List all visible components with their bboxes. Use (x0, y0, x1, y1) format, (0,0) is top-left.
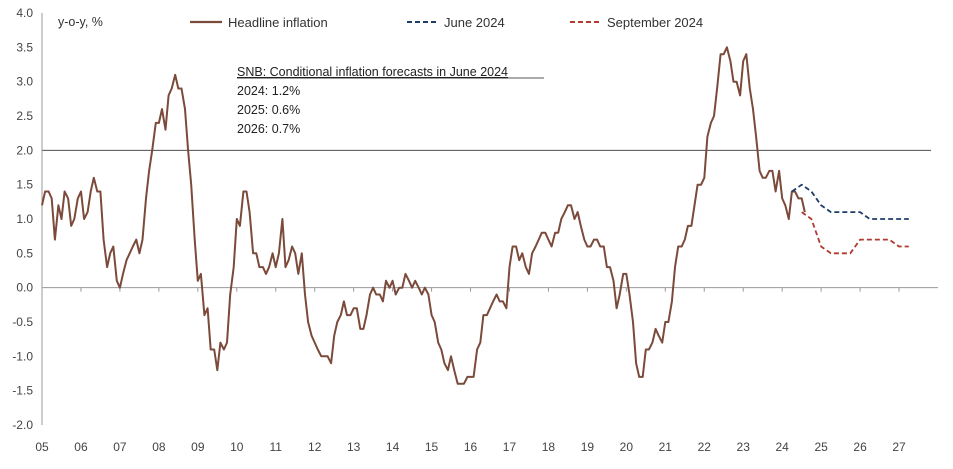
x-tick-label: 12 (308, 440, 322, 454)
y-tick-label: -0.5 (12, 315, 33, 329)
x-tick-label: 09 (191, 440, 205, 454)
x-tick-label: 22 (698, 440, 712, 454)
june-2024-forecast-line (791, 183, 909, 220)
y-tick-label: 2.5 (16, 109, 33, 123)
y-tick-label: 3.5 (16, 40, 33, 54)
x-tick-label: 17 (503, 440, 517, 454)
x-tick-label: 26 (853, 440, 867, 454)
x-tick-label: 08 (152, 440, 166, 454)
x-tick-label: 18 (542, 440, 556, 454)
annotation-line-2024: 2024: 1.2% (237, 84, 300, 98)
x-tick-label: 16 (464, 440, 478, 454)
y-tick-label: -1.5 (12, 384, 33, 398)
x-tick-label: 13 (347, 440, 361, 454)
x-tick-label: 11 (270, 440, 283, 454)
legend-september-label: September 2024 (607, 15, 703, 30)
x-tick-label: 10 (230, 440, 244, 454)
y-tick-label: -2.0 (12, 418, 33, 432)
x-tick-label: 25 (814, 440, 828, 454)
forecast-annotation: SNB: Conditional inflation forecasts in … (237, 65, 544, 136)
x-tick-label: 19 (581, 440, 595, 454)
x-tick-label: 15 (425, 440, 439, 454)
september-2024-forecast-line (801, 211, 909, 255)
axes (41, 13, 938, 425)
y-axis-label: y-o-y, % (58, 15, 103, 29)
x-axis-ticks: 05 06 07 08 09 10 11 12 13 14 15 16 17 18 19 20 21 22 23 24… (35, 287, 906, 454)
series-lines (41, 46, 909, 385)
y-tick-label: 1.5 (16, 178, 33, 192)
annotation-line-2026: 2026: 0.7% (237, 122, 300, 136)
y-tick-label: 0.5 (16, 246, 33, 260)
x-tick-label: 24 (775, 440, 789, 454)
annotation-title: SNB: Conditional inflation forecasts in … (237, 65, 508, 79)
y-tick-label: 4.0 (16, 6, 33, 20)
x-tick-label: 20 (620, 440, 634, 454)
x-tick-label: 07 (113, 440, 127, 454)
y-tick-label: -1.0 (12, 349, 33, 363)
x-tick-label: 14 (386, 440, 400, 454)
y-tick-label: 0.0 (16, 281, 33, 295)
y-tick-label: 3.0 (16, 75, 33, 89)
x-tick-label: 27 (892, 440, 906, 454)
y-tick-label: 1.0 (16, 212, 33, 226)
x-tick-label: 06 (74, 440, 88, 454)
x-tick-label: 05 (35, 440, 49, 454)
x-tick-label: 21 (659, 440, 673, 454)
annotation-line-2025: 2025: 0.6% (237, 103, 300, 117)
x-tick-label: 23 (737, 440, 751, 454)
legend: Headline inflation June 2024 September 2… (190, 15, 703, 30)
y-axis-ticks: 4.0 3.5 3.0 2.5 2.0 1.5 1.0 0.5 0.0 -0.5 -1.0 -1.5 -… (12, 6, 33, 432)
legend-june-label: June 2024 (444, 15, 505, 30)
headline-inflation-line (41, 46, 806, 385)
y-tick-label: 2.0 (16, 143, 33, 157)
legend-headline-label: Headline inflation (228, 15, 328, 30)
